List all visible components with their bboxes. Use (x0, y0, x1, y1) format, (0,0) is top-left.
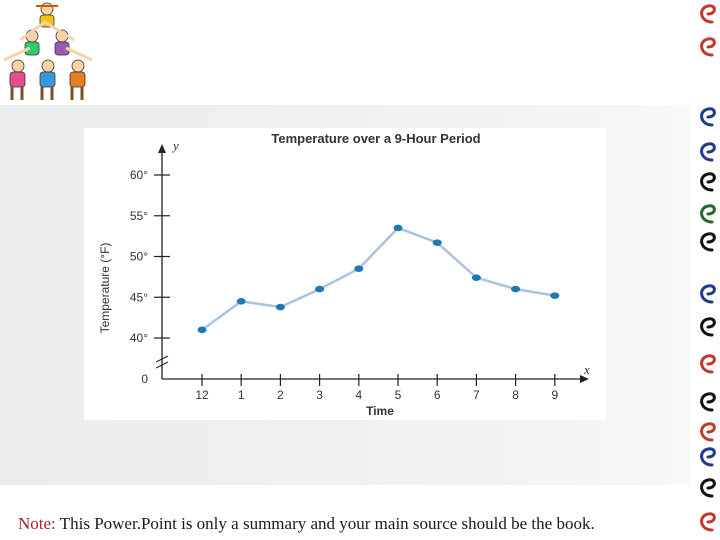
x-tick-label: 12 (195, 388, 209, 402)
x-tick-label: 1 (238, 388, 245, 402)
axes (155, 144, 589, 383)
swirl-mark (700, 4, 716, 24)
x-tick-label: 2 (277, 388, 284, 402)
data-point (550, 292, 560, 299)
children-pyramid-icon (3, 2, 93, 100)
data-point (432, 239, 442, 246)
chart-title: Temperature over a 9-Hour Period (271, 131, 480, 146)
y-axis-arrow (158, 144, 166, 153)
chart-panel: Temperature over a 9-Hour Period Tempera… (84, 128, 606, 420)
x-axis-label: Time (366, 404, 394, 418)
swirl-mark (700, 447, 716, 467)
swirl-mark (700, 354, 716, 374)
y-tick-label: 0 (141, 372, 148, 386)
swirl-mark (700, 172, 716, 192)
swirl-mark (700, 37, 716, 57)
x-ticks: 12 1 2 3 4 5 6 7 8 9 (195, 374, 558, 402)
y-tick-label: 50° (130, 250, 148, 264)
swirl-mark (700, 232, 716, 252)
data-point (197, 326, 207, 334)
note-label: Note: (18, 514, 56, 533)
swirl-mark (700, 478, 716, 498)
swirl-mark (700, 142, 716, 162)
note-body: This Power.Point is only a summary and y… (55, 514, 595, 533)
swirl-mark (700, 284, 716, 304)
x-axis-arrow (580, 375, 589, 383)
series (197, 224, 560, 334)
data-point (511, 285, 521, 293)
swirl-mark (700, 107, 716, 127)
y-axis-label: Temperature (°F) (98, 243, 112, 334)
series-line (201, 226, 556, 331)
line-chart: Temperature over a 9-Hour Period Tempera… (98, 131, 590, 418)
data-point (393, 224, 403, 232)
y-tick-label: 40° (130, 331, 148, 345)
swirl-mark (700, 204, 716, 224)
swirl-mark (700, 317, 716, 337)
x-tick-label: 5 (395, 388, 402, 402)
swirl-mark (700, 512, 716, 532)
data-point (471, 274, 481, 281)
y-axis-letter: y (171, 138, 179, 153)
data-point (354, 265, 364, 273)
axis-break-mark (155, 355, 169, 369)
data-point (236, 298, 246, 305)
x-tick-label: 6 (434, 388, 441, 402)
note-text: Note: This Power.Point is only a summary… (18, 514, 708, 534)
x-tick-label: 7 (473, 388, 480, 402)
swirl-border-icon (700, 4, 716, 532)
swirl-mark (700, 392, 716, 412)
data-point (315, 285, 325, 293)
data-point (275, 303, 285, 311)
x-tick-label: 8 (512, 388, 519, 402)
y-tick-label: 55° (130, 209, 148, 223)
x-tick-label: 9 (551, 388, 558, 402)
swirl-mark (700, 422, 716, 442)
x-axis-letter: x (583, 362, 590, 377)
y-tick-label: 60° (130, 168, 148, 182)
x-tick-label: 3 (316, 388, 323, 402)
y-ticks: 0 40° 45° 50° 55° 60° (130, 168, 170, 386)
y-tick-label: 45° (130, 290, 148, 304)
x-tick-label: 4 (355, 388, 362, 402)
